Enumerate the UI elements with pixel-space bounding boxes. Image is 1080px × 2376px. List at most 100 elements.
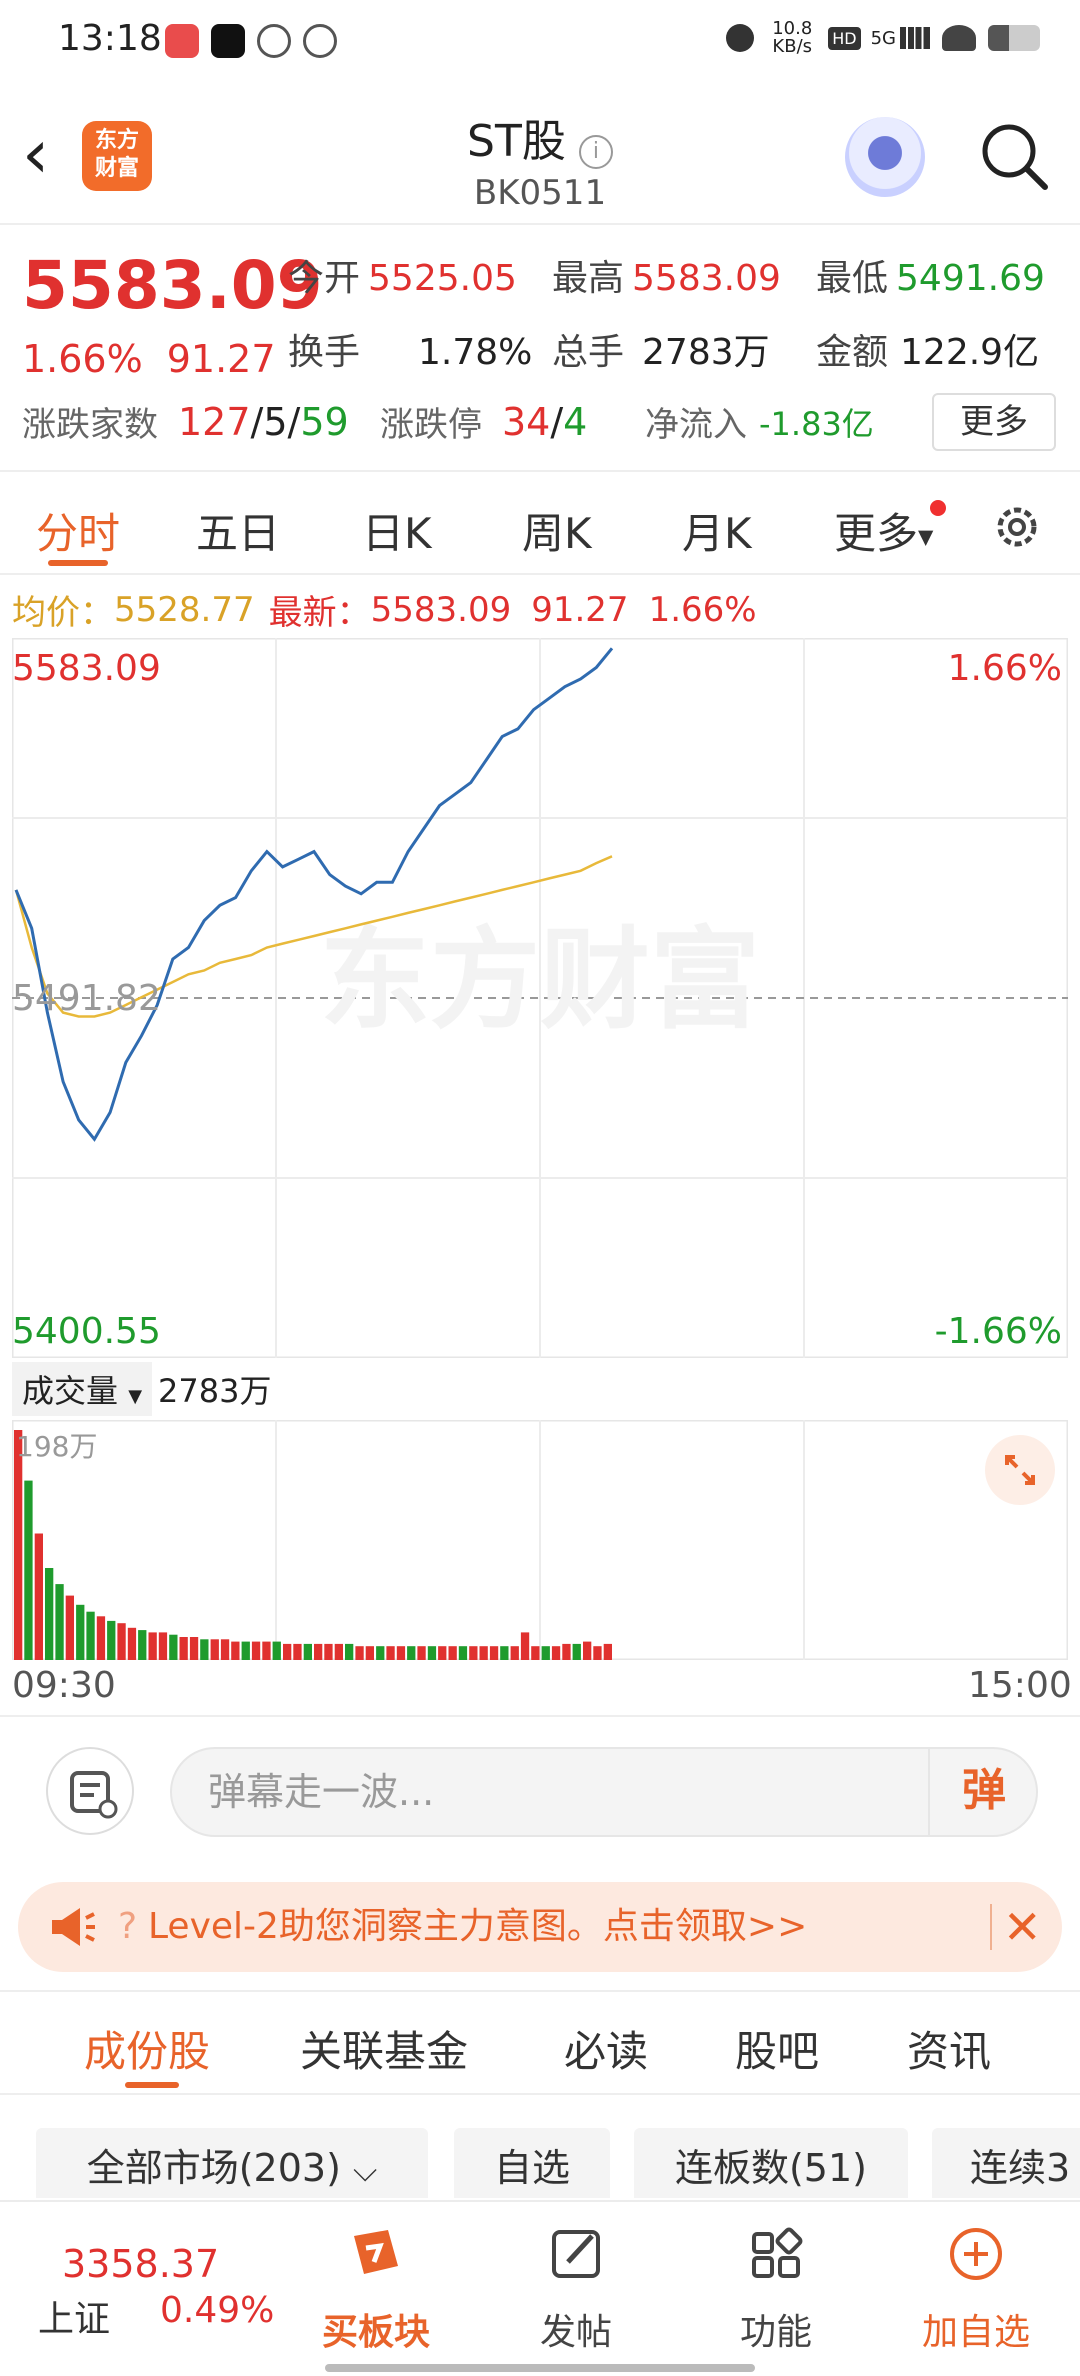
more-button[interactable]: 更多	[932, 393, 1056, 451]
turnover-value: 1.78%	[418, 332, 533, 373]
volume-header: 成交量 ▼ 2783万	[12, 1362, 271, 1416]
x-end-label: 15:00	[968, 1665, 1072, 1706]
inflow-cell: 净流入 -1.83亿	[645, 397, 874, 446]
volume-bar	[169, 1634, 178, 1660]
search-icon[interactable]	[975, 117, 1055, 197]
paper-plane-icon	[257, 24, 291, 58]
volume-bar	[65, 1595, 74, 1660]
tab-monthly-k[interactable]: 月K	[682, 509, 752, 558]
volume-bar	[55, 1584, 64, 1660]
content-tabs: 成份股 关联基金 必读 股吧 资讯	[0, 1990, 1080, 2095]
change-percent: 1.66%	[22, 337, 143, 381]
home-indicator	[325, 2364, 755, 2372]
breadth-label: 涨跌家数	[22, 405, 158, 445]
volume-bar	[355, 1646, 364, 1660]
turnover-cell: 换手 1.78%	[288, 323, 532, 375]
volume-bar	[603, 1643, 612, 1660]
volume-select-label: 成交量	[22, 1372, 119, 1410]
volume-bar	[365, 1646, 374, 1660]
ai-assistant-robot-icon[interactable]	[845, 117, 925, 197]
volume-bar	[14, 1430, 23, 1660]
volume-indicator-select[interactable]: 成交量 ▼	[12, 1362, 153, 1416]
avg-price-line	[14, 855, 613, 1018]
volume-bar	[210, 1639, 219, 1660]
banner-text: Level-2助您洞察主力意图。点击领取>>	[148, 1906, 808, 1947]
volume-bar	[241, 1641, 250, 1660]
tab-more[interactable]: 更多▼	[834, 500, 933, 561]
y-mid-label: 5491.82	[12, 978, 161, 1019]
tab-intraday[interactable]: 分时	[36, 509, 121, 558]
latest-change: 91.27	[531, 589, 629, 630]
latest-value: 5583.09	[370, 589, 512, 630]
y-top-label: 5583.09	[12, 648, 161, 689]
nav-buy-sector[interactable]: 买板块	[306, 2222, 446, 2355]
chart-info-line: 均价： 5528.77 最新： 5583.09 91.27 1.66%	[12, 585, 757, 634]
low-value: 5491.69	[896, 258, 1045, 299]
volume-bar	[45, 1568, 54, 1660]
volume-bar	[489, 1646, 499, 1660]
tab-more-label: 更多	[834, 509, 919, 558]
intraday-price-chart[interactable]: 东方财富 5583.09 5491.82 5400.55 1.66% -1.66…	[12, 638, 1068, 1358]
danmu-bar: 弹幕走一波... 弹	[0, 1715, 1080, 1865]
status-time: 13:18	[58, 18, 162, 59]
level2-promo-banner[interactable]: ? Level-2助您洞察主力意图。点击领取>> ✕	[18, 1882, 1062, 1972]
low-label: 最低	[816, 258, 889, 299]
tab-daily-k[interactable]: 日K	[362, 509, 432, 558]
expand-chart-button[interactable]	[985, 1435, 1055, 1505]
volume-total: 2783万	[158, 1372, 272, 1410]
tab-must-read[interactable]: 必读	[564, 2027, 649, 2076]
nav-add-watchlist[interactable]: 加自选	[906, 2222, 1046, 2355]
y-bottom-label: 5400.55	[12, 1311, 161, 1352]
back-arrow-icon[interactable]: ‹	[22, 115, 50, 194]
volume-bar	[427, 1646, 437, 1660]
volume-bar	[541, 1646, 550, 1660]
volume-bar	[386, 1646, 395, 1660]
close-icon[interactable]: ✕	[1003, 1900, 1042, 1954]
filter-limit-streak[interactable]: 连板数(51)	[634, 2128, 908, 2198]
volume-bar	[345, 1643, 354, 1660]
filter-chips: 全部市场(203) ⌵ 自选 连板数(51) 连续3	[0, 2128, 1080, 2198]
amount-cell: 金额 122.9亿	[816, 323, 1039, 375]
latest-label: 最新：	[268, 593, 371, 633]
note-icon	[70, 1771, 118, 1819]
volume-bar	[148, 1632, 157, 1660]
latest-pct: 1.66%	[648, 589, 757, 630]
app-notification-icon	[165, 24, 199, 58]
volume-bar	[158, 1632, 168, 1660]
flat-count: 5	[263, 399, 288, 444]
tab-related-funds[interactable]: 关联基金	[300, 2027, 469, 2076]
volume-bar	[376, 1646, 385, 1660]
danmu-settings-icon[interactable]	[46, 1747, 134, 1835]
danmu-send-button[interactable]: 弹	[928, 1747, 1038, 1837]
volume-chart[interactable]: 198万	[12, 1420, 1068, 1660]
tab-news[interactable]: 资讯	[907, 2027, 992, 2076]
tab-forum[interactable]: 股吧	[735, 2027, 820, 2076]
tab-constituents[interactable]: 成份股	[84, 2027, 211, 2076]
gear-icon[interactable]	[990, 500, 1044, 554]
volume-bar	[562, 1643, 571, 1660]
pct-top-label: 1.66%	[948, 648, 1062, 689]
high-value: 5583.09	[632, 258, 781, 299]
filter-watchlist[interactable]: 自选	[454, 2128, 610, 2198]
info-icon[interactable]: i	[578, 134, 613, 169]
current-price: 5583.09	[22, 247, 323, 324]
filter-consecutive[interactable]: 连续3	[932, 2128, 1080, 2198]
tab-five-day[interactable]: 五日	[196, 509, 281, 558]
bottom-navigation: 3358.37 上证 0.49% 买板块 发帖 功能 加自选	[0, 2200, 1080, 2376]
nav-post[interactable]: 发帖	[506, 2222, 646, 2355]
eastmoney-logo[interactable]: 东方 财富	[82, 121, 152, 191]
add-circle-icon	[950, 2228, 1002, 2280]
filter-all-markets[interactable]: 全部市场(203) ⌵	[36, 2128, 428, 2198]
volume-bar	[86, 1611, 95, 1660]
nav-functions[interactable]: 功能	[706, 2222, 846, 2355]
limit-cell: 涨跌停 34 / 4	[380, 397, 587, 446]
volume-bar	[272, 1641, 281, 1660]
help-icon: ?	[118, 1906, 138, 1947]
index-change: 0.49%	[160, 2290, 275, 2331]
tab-weekly-k[interactable]: 周K	[522, 509, 592, 558]
index-ticker[interactable]: 3358.37 上证 0.49%	[0, 2202, 290, 2362]
volume-bar	[572, 1643, 581, 1660]
nav-add-watchlist-label: 加自选	[921, 2312, 1030, 2353]
price-line	[14, 647, 614, 1142]
danmu-input[interactable]: 弹幕走一波...	[170, 1747, 1038, 1837]
